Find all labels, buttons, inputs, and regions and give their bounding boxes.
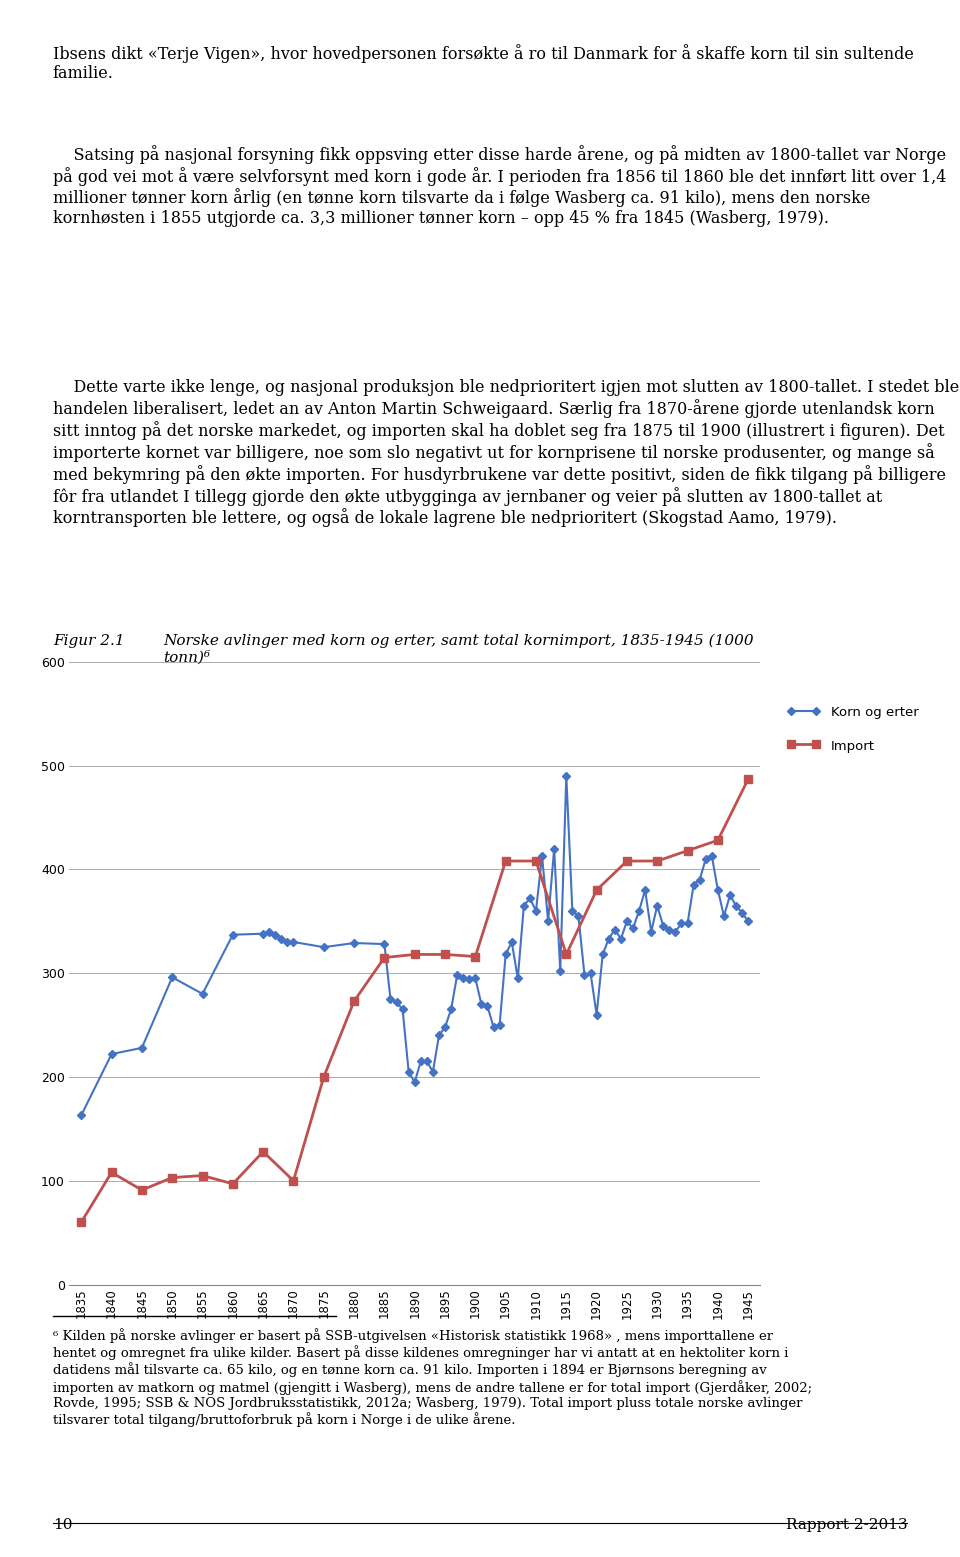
Korn og erter xyxy=(76,1105,87,1124)
Import xyxy=(440,945,451,964)
Import xyxy=(257,1143,269,1162)
Import xyxy=(76,1213,87,1232)
Import xyxy=(590,881,602,900)
Import xyxy=(652,852,663,870)
Text: Figur 2.1: Figur 2.1 xyxy=(53,634,125,648)
Korn og erter xyxy=(742,912,754,931)
Import xyxy=(136,1180,148,1199)
Import xyxy=(288,1171,300,1190)
Import xyxy=(621,852,633,870)
Import xyxy=(378,948,390,967)
Import xyxy=(318,1068,329,1087)
Text: Norske avlinger med korn og erter, samt total kornimport, 1835-1945 (1000
tonn)⁶: Norske avlinger med korn og erter, samt … xyxy=(163,634,754,665)
Import xyxy=(742,769,754,788)
Import xyxy=(409,945,420,964)
Import xyxy=(348,992,360,1010)
Import xyxy=(228,1174,239,1193)
Korn og erter xyxy=(700,850,711,869)
Text: Rapport 2-2013: Rapport 2-2013 xyxy=(785,1518,907,1532)
Import xyxy=(469,947,481,965)
Import xyxy=(166,1168,178,1186)
Korn og erter xyxy=(652,897,663,916)
Line: Korn og erter: Korn og erter xyxy=(78,772,752,1118)
Import xyxy=(106,1163,117,1182)
Legend: Korn og erter, Import: Korn og erter, Import xyxy=(780,699,925,760)
Line: Import: Import xyxy=(77,775,753,1227)
Text: Satsing på nasjonal forsyning fikk oppsving etter disse harde årene, og på midte: Satsing på nasjonal forsyning fikk oppsv… xyxy=(53,145,947,227)
Import xyxy=(500,852,512,870)
Import xyxy=(712,831,724,850)
Korn og erter xyxy=(561,766,572,785)
Import xyxy=(682,841,693,859)
Import xyxy=(197,1166,208,1185)
Korn og erter xyxy=(658,917,669,936)
Text: Dette varte ikke lenge, og nasjonal produksjon ble nedprioritert igjen mot slutt: Dette varte ikke lenge, og nasjonal prod… xyxy=(53,380,959,528)
Import xyxy=(530,852,541,870)
Text: 10: 10 xyxy=(53,1518,72,1532)
Import xyxy=(561,945,572,964)
Korn og erter xyxy=(639,881,651,900)
Korn og erter xyxy=(257,925,269,944)
Text: Ibsens dikt «Terje Vigen», hvor hovedpersonen forsøkte å ro til Danmark for å sk: Ibsens dikt «Terje Vigen», hvor hovedper… xyxy=(53,44,914,83)
Text: ⁶ Kilden på norske avlinger er basert på SSB-utgivelsen «Historisk statistikk 19: ⁶ Kilden på norske avlinger er basert på… xyxy=(53,1328,812,1428)
Korn og erter xyxy=(670,922,682,940)
